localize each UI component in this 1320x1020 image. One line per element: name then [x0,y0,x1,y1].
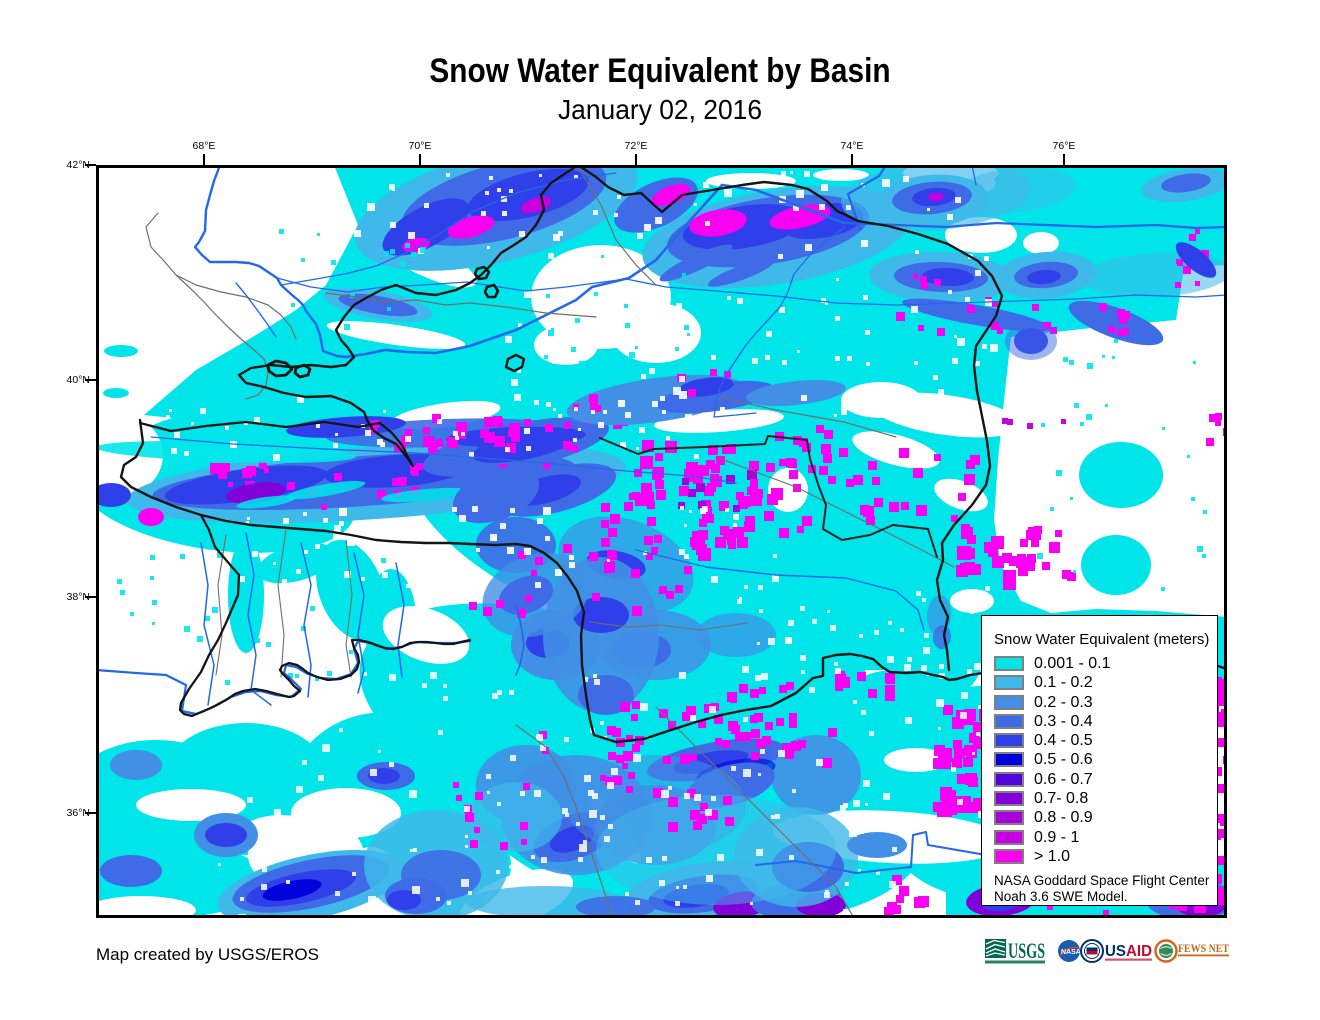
svg-text:USGS: USGS [1008,938,1045,963]
svg-text:NASA: NASA [1061,949,1081,956]
svg-text:USAID: USAID [1105,943,1152,960]
svg-text:FEWS NET: FEWS NET [1178,941,1229,955]
